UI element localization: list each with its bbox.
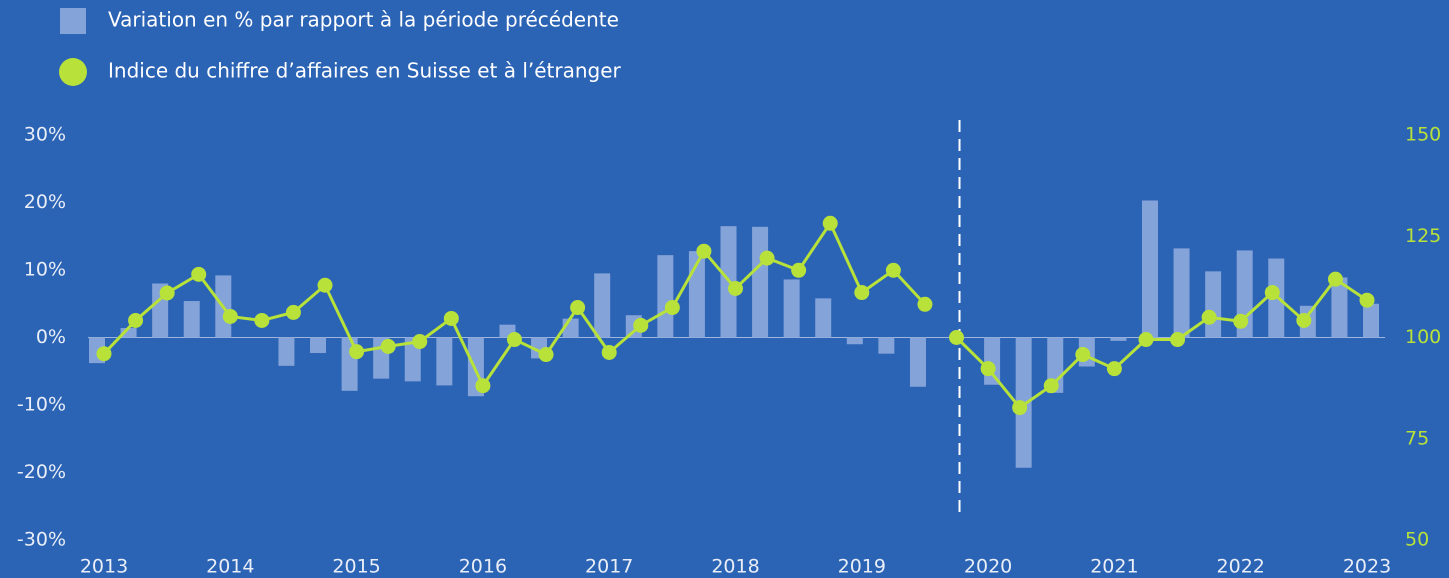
x-tick-label: 2013 xyxy=(80,556,128,578)
y-tick-label: 0% xyxy=(36,326,66,348)
index-point xyxy=(1170,332,1186,348)
legend-swatch xyxy=(60,8,86,34)
index-point xyxy=(917,296,933,312)
bar xyxy=(1331,277,1348,338)
bar xyxy=(120,328,137,338)
index-point xyxy=(285,304,301,320)
x-tick-label: 2018 xyxy=(711,556,759,578)
index-point xyxy=(1043,378,1059,394)
index-point xyxy=(317,277,333,293)
index-point xyxy=(159,285,175,301)
legend-label: Variation en % par rapport à la période … xyxy=(108,8,619,32)
y-tick-label: 10% xyxy=(24,259,66,281)
index-point xyxy=(254,312,270,328)
index-point xyxy=(128,312,144,328)
index-point xyxy=(349,344,365,360)
x-tick-label: 2019 xyxy=(838,556,886,578)
index-point xyxy=(1359,292,1375,308)
index-point xyxy=(791,262,807,278)
index-point xyxy=(980,361,996,377)
index-point xyxy=(1201,309,1217,325)
bar xyxy=(1141,200,1158,338)
x-tick-label: 2021 xyxy=(1090,556,1138,578)
index-point xyxy=(96,346,112,362)
x-tick-label: 2020 xyxy=(964,556,1012,578)
x-tick-label: 2022 xyxy=(1217,556,1265,578)
bar xyxy=(909,337,926,387)
bar xyxy=(278,337,295,366)
index-point xyxy=(412,334,428,350)
y-tick-label: -30% xyxy=(17,529,66,551)
x-tick-label: 2017 xyxy=(585,556,633,578)
y-tick-label: 30% xyxy=(24,124,66,146)
y2-tick-label: 150 xyxy=(1405,124,1441,146)
x-tick-label: 2016 xyxy=(459,556,507,578)
x-tick-label: 2023 xyxy=(1343,556,1391,578)
y-tick-label: 20% xyxy=(24,191,66,213)
index-point xyxy=(822,215,838,231)
index-point xyxy=(601,344,617,360)
index-point xyxy=(1264,285,1280,301)
legend-label: Indice du chiffre d’affaires en Suisse e… xyxy=(108,59,622,83)
index-point xyxy=(443,310,459,326)
legend-swatch xyxy=(59,58,87,86)
bar xyxy=(183,301,200,338)
bar xyxy=(783,279,800,338)
index-point xyxy=(191,266,207,282)
index-point xyxy=(728,280,743,296)
index-point xyxy=(854,285,870,301)
index-point xyxy=(696,243,712,259)
index-point xyxy=(664,300,680,316)
bar xyxy=(815,298,832,338)
index-point xyxy=(506,332,522,348)
index-point xyxy=(949,330,965,345)
y-tick-label: -20% xyxy=(17,461,66,483)
bar xyxy=(1173,248,1190,338)
index-point xyxy=(633,317,649,333)
bar xyxy=(310,337,327,354)
bar xyxy=(846,337,863,345)
bar xyxy=(752,226,769,338)
index-point xyxy=(1012,400,1028,416)
index-point xyxy=(1327,271,1343,287)
bar xyxy=(1110,337,1127,341)
bar xyxy=(1363,303,1379,338)
index-point xyxy=(1075,347,1091,363)
index-point xyxy=(380,338,396,354)
y2-tick-label: 100 xyxy=(1405,326,1441,348)
bar xyxy=(436,337,453,386)
index-point xyxy=(570,300,586,316)
x-tick-label: 2015 xyxy=(332,556,380,578)
bar xyxy=(984,337,1001,385)
index-point xyxy=(885,262,901,278)
bar xyxy=(404,337,421,382)
index-point xyxy=(475,378,491,394)
bar xyxy=(594,273,611,338)
bar xyxy=(878,337,895,354)
index-point xyxy=(1296,312,1312,328)
index-point xyxy=(1106,361,1122,377)
y2-tick-label: 125 xyxy=(1405,225,1441,247)
index-point xyxy=(538,347,554,363)
y-tick-label: -10% xyxy=(17,394,66,416)
index-point xyxy=(222,308,238,324)
index-point xyxy=(1138,332,1154,348)
bar xyxy=(1205,271,1222,338)
index-point xyxy=(759,250,775,266)
bar xyxy=(657,255,674,338)
y2-tick-label: 50 xyxy=(1405,529,1429,551)
index-point xyxy=(1233,313,1249,329)
y2-tick-label: 75 xyxy=(1405,427,1429,449)
x-tick-label: 2014 xyxy=(206,556,254,578)
